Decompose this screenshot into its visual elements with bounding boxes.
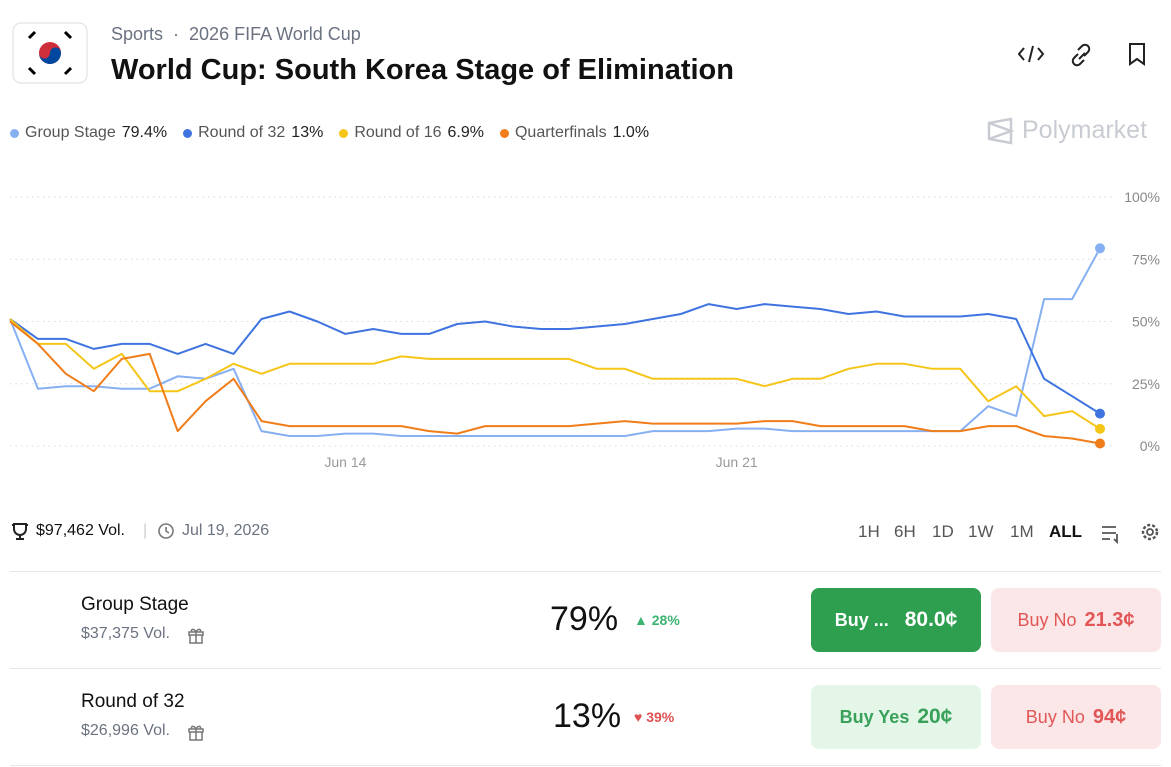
separator: | [143,522,148,539]
y-tick-label: 100% [1124,189,1160,205]
buy-yes-button[interactable]: Buy Yes 20¢ [811,685,981,749]
legend-label: Quarterfinals [514,124,607,141]
y-tick-label: 75% [1132,251,1160,267]
legend-item[interactable]: Round of 16 6.9% [339,124,484,142]
yes-label: Buy ... [834,609,889,630]
category-link[interactable]: Sports [111,24,164,44]
total-volume: $97,462 Vol. [36,522,125,539]
legend-label: Round of 16 [354,124,442,141]
yes-price: 80.0¢ [904,608,958,631]
legend-item[interactable]: Quarterfinals 1.0% [499,124,650,142]
legend-item[interactable]: Round of 32 13% [183,124,323,142]
y-tick-label: 50% [1132,314,1160,330]
range-button[interactable]: 1W [968,522,994,541]
gift-icon [187,626,205,644]
legend-dot [499,128,509,138]
legend-dot [183,128,193,138]
divider [10,571,1161,572]
chart: 0% 25% 50% 75% 100% Jun 14 Jun 21 [9,189,1160,470]
legend-dot [339,128,349,138]
series-end-dot [1095,408,1105,419]
gift-svg [188,725,204,741]
flag-icon [12,22,88,84]
brand-logo [987,117,1014,144]
series-end-dot [1095,438,1105,449]
range-button[interactable]: 6H [894,522,916,541]
y-tick-label: 25% [1132,376,1160,392]
action-icons [1018,43,1145,67]
divider [10,765,1161,766]
legend-value: 13% [291,124,324,141]
y-tick-label: 0% [1140,438,1160,454]
market-name: Group Stage [81,594,189,615]
series-line [9,303,1101,415]
clock-icon [158,523,174,539]
range-button[interactable]: 1M [1010,522,1034,541]
sort-button[interactable] [1102,526,1118,544]
series-line [9,320,1101,445]
brand-name: Polymarket [1022,116,1148,144]
yes-price: 20¢ [917,705,953,728]
range-button[interactable]: ALL [1049,522,1083,541]
market-change: ▲ 28% [634,612,680,628]
trophy-icon [12,523,28,540]
legend: Group Stage 79.4% Round of 32 13% Round of 1… [10,124,649,142]
legend-item[interactable]: Group Stage 79.4% [10,124,167,142]
legend-dot [10,128,19,138]
end-date: Jul 19, 2026 [182,522,270,539]
no-price: 21.3¢ [1084,608,1135,631]
series-line [9,318,1101,430]
buy-yes-button[interactable]: Buy ... 80.0¢ [811,588,981,652]
no-price: 94¢ [1092,705,1127,728]
buy-no-button[interactable]: Buy No 94¢ [991,685,1161,749]
market-change-value: 39% [646,709,675,725]
legend-label: Group Stage [25,124,116,141]
series-end-dot [1095,423,1105,434]
market-volume: $26,996 Vol. [81,722,170,739]
link-button[interactable] [1071,43,1091,67]
market-change: ♥ 39% [634,709,675,725]
no-label: Buy No [1025,706,1085,727]
legend-value: 79.4% [121,124,168,141]
market-chance: 13% [553,697,622,735]
breadcrumb: Sports · 2026 FIFA World Cup [111,24,361,44]
market-chance: 79% [550,600,619,638]
gift-icon [187,723,205,741]
range-button[interactable]: 1D [932,522,954,541]
yes-label: Buy Yes [839,706,910,727]
range-button[interactable]: 1H [858,522,880,541]
bookmark-button[interactable] [1129,43,1145,66]
x-tick-label: Jun 21 [716,454,758,470]
divider [10,668,1161,669]
chart-settings [1102,523,1159,544]
series-end-dot [1095,243,1105,254]
page-title: World Cup: South Korea Stage of Eliminat… [111,54,734,86]
legend-value: 6.9% [447,124,484,141]
x-tick-label: Jun 14 [324,454,366,470]
legend-label: Round of 32 [198,124,286,141]
no-label: Buy No [1017,609,1077,630]
market-volume: $37,375 Vol. [81,625,170,642]
market-name: Round of 32 [81,691,185,712]
settings-button[interactable] [1141,523,1159,541]
embed-button[interactable] [1018,45,1045,63]
brand: Polymarket [986,116,1147,145]
market-change-value: 28% [651,612,680,628]
legend-value: 1.0% [612,124,650,141]
event-link[interactable]: 2026 FIFA World Cup [189,24,361,44]
series-line [9,247,1101,437]
gift-svg [188,628,204,644]
buy-no-button[interactable]: Buy No 21.3¢ [991,588,1161,652]
